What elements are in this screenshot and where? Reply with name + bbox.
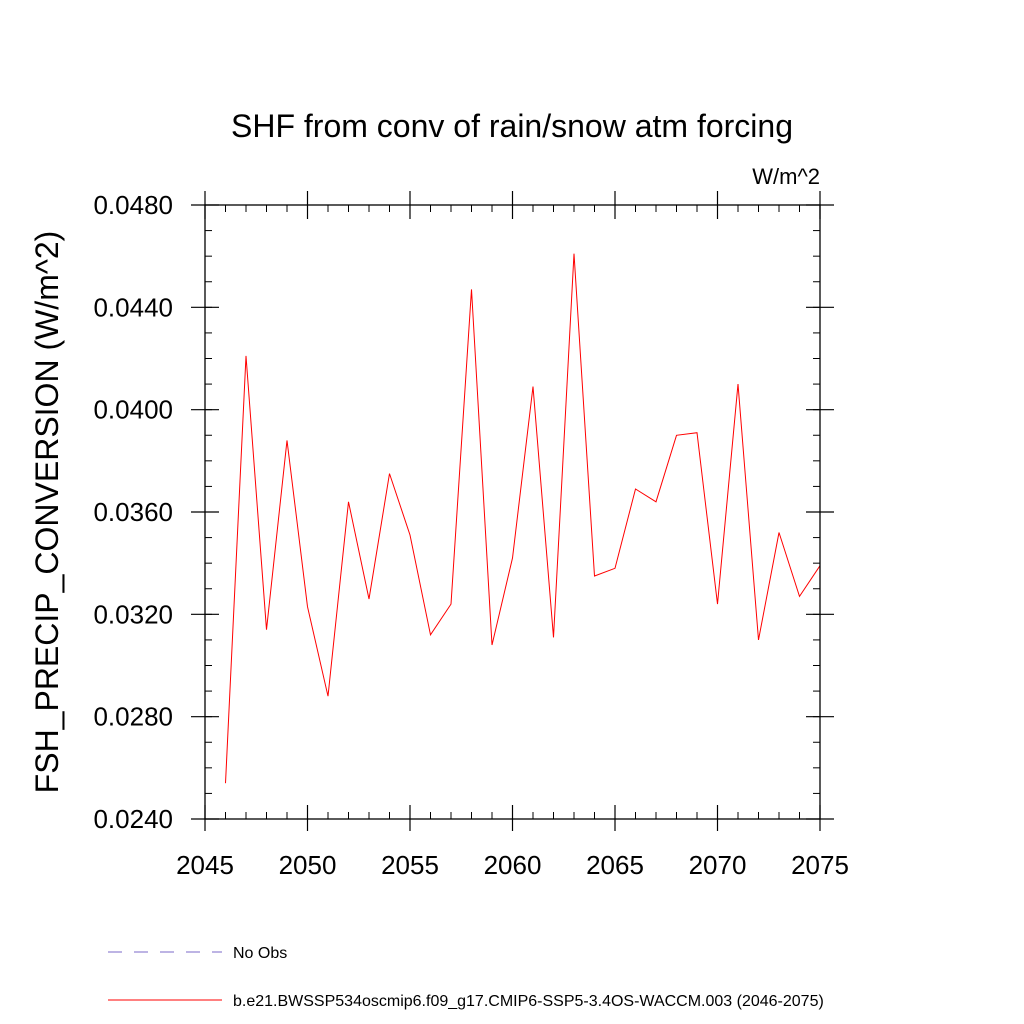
y-tick-label: 0.0240 [93,804,173,834]
y-tick-label: 0.0480 [93,190,173,220]
series-line [225,253,821,784]
legend: No Obs b.e21.BWSSP534oscmip6.f09_g17.CMIP… [108,945,824,1010]
y-tick-label: 0.0280 [93,702,173,732]
plot-frame [204,204,821,820]
x-tick-label: 2055 [381,850,439,880]
legend-label: b.e21.BWSSP534oscmip6.f09_g17.CMIP6-SSP5… [233,993,824,1010]
x-tick-label: 2050 [279,850,337,880]
x-tick-label: 2070 [689,850,747,880]
x-tick-label: 2060 [484,850,542,880]
x-tick-label: 2075 [791,850,849,880]
x-tick-label: 2045 [176,850,234,880]
chart-title: SHF from conv of rain/snow atm forcing [231,108,793,144]
y-tick-label: 0.0400 [93,395,173,425]
axis-tick-labels: 2045 2050 2055 2060 2065 2070 2075 0.0240 0.0280… [93,190,848,880]
units-label: W/m^2 [752,164,820,189]
y-axis-label: FSH_PRECIP_CONVERSION (W/m^2) [29,231,65,794]
plot-series [225,253,821,784]
x-tick-label: 2065 [586,850,644,880]
axis-ticks [191,191,834,831]
y-tick-label: 0.0440 [93,292,173,322]
y-tick-label: 0.0320 [93,599,173,629]
y-tick-label: 0.0360 [93,497,173,527]
legend-label: No Obs [233,945,287,962]
